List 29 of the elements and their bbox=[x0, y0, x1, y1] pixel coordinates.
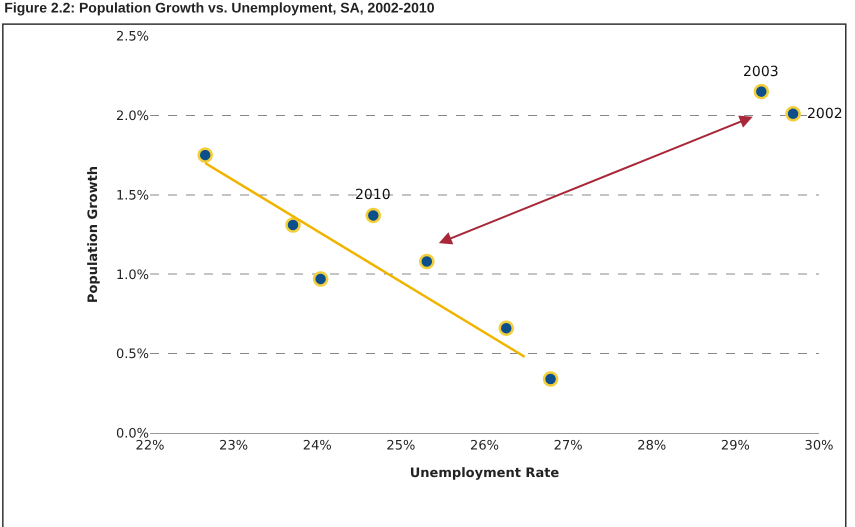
annotation: 2002 bbox=[807, 106, 843, 122]
x-tick-label: 28% bbox=[637, 438, 666, 454]
point bbox=[312, 271, 328, 287]
x-tick-label: 27% bbox=[554, 438, 583, 454]
x-axis-title: Unemployment Rate bbox=[410, 466, 560, 482]
point bbox=[498, 320, 514, 336]
annotation: 2010 bbox=[355, 187, 391, 203]
chart-title: Figure 2.2: Population Growth vs. Unemployment, SA, 2002-2010 bbox=[4, 0, 435, 16]
x-tick-label: 26% bbox=[470, 438, 499, 454]
x-tick-label: 30% bbox=[804, 438, 834, 454]
y-tick-label: 0.5% bbox=[116, 347, 149, 362]
point bbox=[785, 106, 801, 122]
point bbox=[285, 217, 301, 233]
y-tick-label: 2.5% bbox=[116, 30, 149, 45]
x-tick-label: 22% bbox=[136, 438, 164, 454]
y-tick-label: 1.0% bbox=[116, 268, 149, 283]
point bbox=[419, 254, 435, 270]
point bbox=[542, 371, 558, 387]
y-tick-label: 1.5% bbox=[116, 188, 149, 204]
point bbox=[366, 208, 382, 224]
x-tick-label: 23% bbox=[219, 438, 248, 454]
point bbox=[754, 84, 770, 100]
y-axis-title: Population Growth bbox=[86, 166, 101, 304]
annotation: 2003 bbox=[743, 64, 779, 80]
y-tick-label: 2.0% bbox=[116, 108, 149, 124]
x-tick-label: 25% bbox=[386, 438, 416, 454]
x-tick-label: 24% bbox=[302, 438, 332, 454]
point bbox=[197, 147, 213, 163]
x-tick-label: 29% bbox=[720, 438, 750, 454]
